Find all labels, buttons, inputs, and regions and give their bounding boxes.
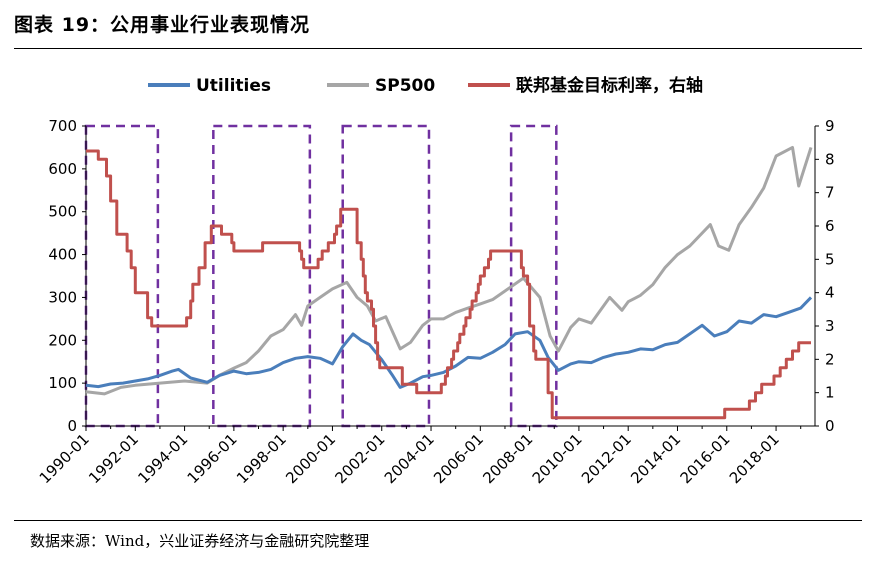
x-tick-label: 2004-01	[381, 430, 438, 487]
x-tick-label: 2006-01	[430, 430, 487, 487]
x-tick-label: 2010-01	[529, 430, 586, 487]
y-tick-label-left: 500	[48, 203, 77, 221]
x-tick-label: 2016-01	[677, 430, 734, 487]
x-tick-label: 2018-01	[726, 430, 783, 487]
x-tick-label: 2012-01	[578, 430, 635, 487]
y-tick-label-right: 2	[825, 350, 835, 368]
y-tick-label-right: 1	[825, 384, 835, 402]
y-tick-label-left: 700	[48, 117, 77, 135]
x-tick-label: 2008-01	[479, 430, 536, 487]
axes: 010020030040050060070001234567891990-011…	[36, 117, 835, 487]
y-tick-label-left: 300	[48, 288, 77, 306]
y-tick-label-right: 9	[825, 117, 835, 135]
x-tick-label: 1998-01	[233, 430, 290, 487]
legend-label-2: SP500	[375, 76, 435, 96]
y-tick-label-left: 600	[48, 160, 77, 178]
chart: 010020030040050060070001234567891990-011…	[36, 75, 835, 487]
legend: Utilities SP500 联邦基金目标利率，右轴	[148, 75, 703, 96]
source-rule	[14, 520, 862, 521]
figure-title: 图表 19：公用事业行业表现情况	[14, 14, 311, 36]
recession-band-2	[212, 124, 312, 428]
x-tick-label: 1994-01	[134, 430, 191, 487]
x-tick-label: 2000-01	[282, 430, 339, 487]
y-tick-label-left: 0	[67, 417, 77, 435]
recession-band-1	[84, 124, 160, 428]
y-tick-label-right: 3	[825, 317, 835, 335]
y-tick-label-right: 7	[825, 184, 835, 202]
series-lines	[85, 145, 813, 420]
x-tick-label: 1996-01	[184, 430, 241, 487]
recession-band-3	[341, 124, 431, 428]
y-tick-label-right: 5	[825, 250, 835, 268]
x-tick-label: 1990-01	[36, 430, 93, 487]
y-tick-label-left: 100	[48, 374, 77, 392]
y-tick-label-right: 4	[825, 284, 835, 302]
legend-label-3: 联邦基金目标利率，右轴	[516, 75, 703, 96]
source-note: 数据来源：Wind，兴业证券经济与金融研究院整理	[30, 532, 370, 550]
y-tick-label-right: 8	[825, 150, 835, 168]
series-line-1	[85, 296, 813, 389]
y-tick-label-right: 0	[825, 417, 835, 435]
y-tick-label-right: 6	[825, 217, 835, 235]
x-tick-label: 2002-01	[332, 430, 389, 487]
x-tick-label: 2014-01	[627, 430, 684, 487]
legend-label-1: Utilities	[196, 76, 271, 96]
title-rule	[14, 48, 862, 49]
y-tick-label-left: 200	[48, 331, 77, 349]
series-line-2	[85, 145, 813, 396]
x-tick-label: 1992-01	[85, 430, 142, 487]
y-tick-label-left: 400	[48, 246, 77, 264]
series-line-3	[86, 149, 811, 420]
